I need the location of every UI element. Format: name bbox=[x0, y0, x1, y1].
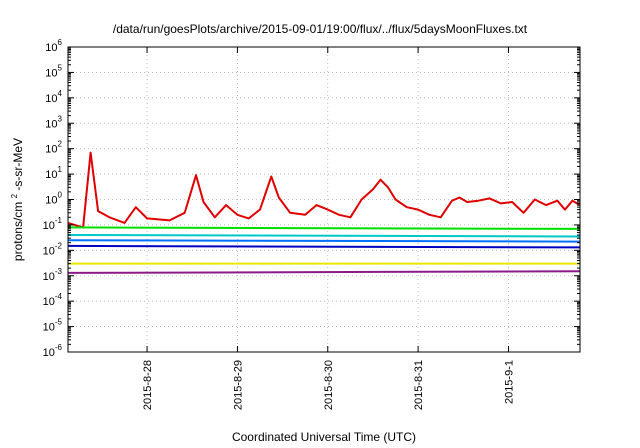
grid-lines bbox=[68, 47, 580, 352]
y-tick-exponent: -1 bbox=[55, 216, 63, 225]
y-tick-exponent: 6 bbox=[58, 38, 63, 47]
y-tick-label: 106 bbox=[45, 38, 62, 54]
x-axis-label: Coordinated Universal Time (UTC) bbox=[232, 430, 416, 444]
series-line bbox=[67, 226, 581, 230]
x-tick-label: 2015-8-31 bbox=[413, 360, 425, 410]
y-tick-label: 100 bbox=[45, 191, 62, 207]
y-tick-exponent: -2 bbox=[55, 241, 63, 250]
y-tick-exponent: 2 bbox=[58, 140, 63, 149]
y-tick-exponent: -3 bbox=[55, 267, 63, 276]
y-tick-mantissa: 10 bbox=[45, 195, 57, 207]
series-line bbox=[67, 239, 581, 243]
y-tick-label: 10-1 bbox=[43, 216, 63, 232]
y-tick-exponent: -5 bbox=[55, 318, 63, 327]
y-tick-exponent: 4 bbox=[58, 89, 63, 98]
x-tick-label: 2015-8-30 bbox=[323, 360, 335, 410]
y-tick-mantissa: 10 bbox=[43, 271, 55, 283]
series-lines bbox=[67, 151, 581, 274]
y-axis-label: protons/cm 2 -s-sr-MeV bbox=[6, 138, 25, 261]
y-tick-mantissa: 10 bbox=[45, 93, 57, 105]
y-tick-mantissa: 10 bbox=[43, 245, 55, 257]
y-tick-mantissa: 10 bbox=[45, 118, 57, 130]
chart-title: /data/run/goesPlots/archive/2015-09-01/1… bbox=[113, 22, 528, 36]
series-line bbox=[67, 270, 581, 274]
y-tick-label: 10-3 bbox=[43, 267, 63, 283]
y-tick-label: 101 bbox=[45, 165, 62, 181]
y-tick-label: 10-6 bbox=[43, 343, 63, 359]
y-tick-exponent: 3 bbox=[58, 114, 63, 123]
x-tick-label: 2015-9-1 bbox=[503, 360, 515, 404]
y-tick-mantissa: 10 bbox=[43, 220, 55, 232]
series-line bbox=[67, 244, 581, 249]
y-tick-label: 10-5 bbox=[43, 318, 63, 334]
y-tick-exponent: 5 bbox=[58, 63, 63, 72]
y-tick-mantissa: 10 bbox=[45, 169, 57, 181]
y-tick-mantissa: 10 bbox=[45, 67, 57, 79]
y-tick-exponent: -4 bbox=[55, 292, 63, 301]
y-tick-mantissa: 10 bbox=[43, 296, 55, 308]
x-tick-label: 2015-8-28 bbox=[142, 360, 154, 410]
x-tick-labels: 2015-8-28 2015-8-29 2015-8-30 2015-8-31 2015… bbox=[142, 360, 515, 410]
y-tick-exponent: 0 bbox=[58, 191, 63, 200]
y-tick-exponent: 1 bbox=[58, 165, 63, 174]
x-tick-label: 2015-8-29 bbox=[232, 360, 244, 410]
y-axis-label-base: protons/cm bbox=[11, 202, 25, 261]
y-tick-label: 103 bbox=[45, 114, 62, 130]
series-line bbox=[67, 234, 581, 238]
series-line bbox=[67, 151, 581, 229]
y-tick-label: 105 bbox=[45, 63, 62, 79]
y-tick-label: 102 bbox=[45, 140, 62, 156]
axis-ticks bbox=[68, 46, 580, 353]
y-tick-exponent: -6 bbox=[55, 343, 63, 352]
y-tick-labels: 10-610-510-410-310-210-11001011021031041… bbox=[43, 38, 63, 359]
y-tick-label: 10-2 bbox=[43, 241, 63, 257]
y-tick-mantissa: 10 bbox=[45, 42, 57, 54]
y-tick-mantissa: 10 bbox=[43, 322, 55, 334]
y-tick-mantissa: 10 bbox=[45, 144, 57, 156]
y-tick-mantissa: 10 bbox=[43, 347, 55, 359]
y-tick-label: 104 bbox=[45, 89, 62, 105]
y-axis-label-rest: -s-sr-MeV bbox=[11, 138, 25, 191]
y-tick-label: 10-4 bbox=[43, 292, 63, 308]
y-axis-label-superscript: 2 bbox=[10, 193, 19, 198]
